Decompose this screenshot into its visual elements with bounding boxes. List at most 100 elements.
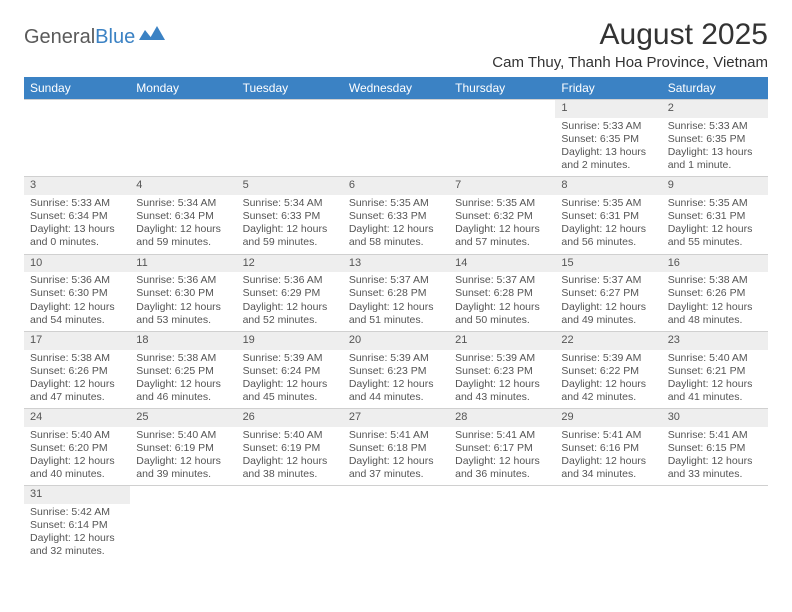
day-number: 16 <box>662 255 768 273</box>
calendar-day-cell: 27Sunrise: 5:41 AMSunset: 6:18 PMDayligh… <box>343 409 449 486</box>
sunrise-text: Sunrise: 5:41 AM <box>561 429 655 442</box>
sunrise-text: Sunrise: 5:36 AM <box>30 274 124 287</box>
sunset-text: Sunset: 6:26 PM <box>668 287 762 300</box>
calendar-day-cell: 1Sunrise: 5:33 AMSunset: 6:35 PMDaylight… <box>555 100 661 177</box>
calendar-day-cell: 19Sunrise: 5:39 AMSunset: 6:24 PMDayligh… <box>237 331 343 408</box>
calendar-day-cell: 24Sunrise: 5:40 AMSunset: 6:20 PMDayligh… <box>24 409 130 486</box>
daylight-text: Daylight: 12 hours and 44 minutes. <box>349 378 443 404</box>
daylight-text: Daylight: 12 hours and 58 minutes. <box>349 223 443 249</box>
calendar-day-cell: 25Sunrise: 5:40 AMSunset: 6:19 PMDayligh… <box>130 409 236 486</box>
day-number: 23 <box>662 332 768 350</box>
calendar-day-cell: 6Sunrise: 5:35 AMSunset: 6:33 PMDaylight… <box>343 177 449 254</box>
calendar-day-cell: 15Sunrise: 5:37 AMSunset: 6:27 PMDayligh… <box>555 254 661 331</box>
calendar-day-cell: 17Sunrise: 5:38 AMSunset: 6:26 PMDayligh… <box>24 331 130 408</box>
day-number: 6 <box>343 177 449 195</box>
sunset-text: Sunset: 6:14 PM <box>30 519 124 532</box>
calendar-day-cell <box>237 100 343 177</box>
day-number: 29 <box>555 409 661 427</box>
day-body: Sunrise: 5:39 AMSunset: 6:23 PMDaylight:… <box>343 350 449 409</box>
sunset-text: Sunset: 6:27 PM <box>561 287 655 300</box>
day-body: Sunrise: 5:40 AMSunset: 6:19 PMDaylight:… <box>237 427 343 486</box>
sunrise-text: Sunrise: 5:38 AM <box>30 352 124 365</box>
sunset-text: Sunset: 6:30 PM <box>30 287 124 300</box>
sunset-text: Sunset: 6:35 PM <box>561 133 655 146</box>
day-body: Sunrise: 5:38 AMSunset: 6:25 PMDaylight:… <box>130 350 236 409</box>
daylight-text: Daylight: 12 hours and 40 minutes. <box>30 455 124 481</box>
day-number: 27 <box>343 409 449 427</box>
day-number: 25 <box>130 409 236 427</box>
calendar-day-cell <box>24 100 130 177</box>
sunset-text: Sunset: 6:20 PM <box>30 442 124 455</box>
sunset-text: Sunset: 6:19 PM <box>243 442 337 455</box>
sunrise-text: Sunrise: 5:41 AM <box>455 429 549 442</box>
daylight-text: Daylight: 12 hours and 36 minutes. <box>455 455 549 481</box>
sunrise-text: Sunrise: 5:36 AM <box>243 274 337 287</box>
calendar-week-row: 1Sunrise: 5:33 AMSunset: 6:35 PMDaylight… <box>24 100 768 177</box>
sunset-text: Sunset: 6:23 PM <box>455 365 549 378</box>
daylight-text: Daylight: 12 hours and 47 minutes. <box>30 378 124 404</box>
sunset-text: Sunset: 6:16 PM <box>561 442 655 455</box>
calendar-day-cell: 14Sunrise: 5:37 AMSunset: 6:28 PMDayligh… <box>449 254 555 331</box>
weekday-header: Tuesday <box>237 77 343 100</box>
daylight-text: Daylight: 13 hours and 0 minutes. <box>30 223 124 249</box>
calendar-day-cell <box>449 486 555 563</box>
day-body: Sunrise: 5:38 AMSunset: 6:26 PMDaylight:… <box>24 350 130 409</box>
title-block: August 2025 Cam Thuy, Thanh Hoa Province… <box>492 18 768 71</box>
daylight-text: Daylight: 13 hours and 2 minutes. <box>561 146 655 172</box>
calendar-day-cell: 22Sunrise: 5:39 AMSunset: 6:22 PMDayligh… <box>555 331 661 408</box>
calendar-day-cell <box>662 486 768 563</box>
day-body: Sunrise: 5:33 AMSunset: 6:34 PMDaylight:… <box>24 195 130 254</box>
day-number: 19 <box>237 332 343 350</box>
day-body: Sunrise: 5:39 AMSunset: 6:23 PMDaylight:… <box>449 350 555 409</box>
calendar-day-cell: 7Sunrise: 5:35 AMSunset: 6:32 PMDaylight… <box>449 177 555 254</box>
sunset-text: Sunset: 6:32 PM <box>455 210 549 223</box>
sunset-text: Sunset: 6:28 PM <box>349 287 443 300</box>
sunset-text: Sunset: 6:25 PM <box>136 365 230 378</box>
sunrise-text: Sunrise: 5:38 AM <box>668 274 762 287</box>
sunset-text: Sunset: 6:26 PM <box>30 365 124 378</box>
day-body: Sunrise: 5:33 AMSunset: 6:35 PMDaylight:… <box>555 118 661 177</box>
day-number: 2 <box>662 100 768 118</box>
sunset-text: Sunset: 6:15 PM <box>668 442 762 455</box>
sunset-text: Sunset: 6:29 PM <box>243 287 337 300</box>
daylight-text: Daylight: 12 hours and 52 minutes. <box>243 301 337 327</box>
day-body: Sunrise: 5:36 AMSunset: 6:30 PMDaylight:… <box>24 272 130 331</box>
day-number: 22 <box>555 332 661 350</box>
day-number: 1 <box>555 100 661 118</box>
calendar-day-cell <box>343 486 449 563</box>
daylight-text: Daylight: 13 hours and 1 minute. <box>668 146 762 172</box>
daylight-text: Daylight: 12 hours and 33 minutes. <box>668 455 762 481</box>
flag-icon <box>139 26 165 49</box>
sunset-text: Sunset: 6:33 PM <box>349 210 443 223</box>
daylight-text: Daylight: 12 hours and 49 minutes. <box>561 301 655 327</box>
daylight-text: Daylight: 12 hours and 59 minutes. <box>243 223 337 249</box>
sunset-text: Sunset: 6:28 PM <box>455 287 549 300</box>
header: GeneralBlue August 2025 Cam Thuy, Thanh … <box>24 18 768 71</box>
day-body: Sunrise: 5:35 AMSunset: 6:31 PMDaylight:… <box>555 195 661 254</box>
day-number: 14 <box>449 255 555 273</box>
day-number: 4 <box>130 177 236 195</box>
sunrise-text: Sunrise: 5:35 AM <box>561 197 655 210</box>
weekday-header: Monday <box>130 77 236 100</box>
day-body: Sunrise: 5:35 AMSunset: 6:33 PMDaylight:… <box>343 195 449 254</box>
daylight-text: Daylight: 12 hours and 38 minutes. <box>243 455 337 481</box>
weekday-header-row: SundayMondayTuesdayWednesdayThursdayFrid… <box>24 77 768 100</box>
sunset-text: Sunset: 6:34 PM <box>136 210 230 223</box>
day-number: 8 <box>555 177 661 195</box>
sunrise-text: Sunrise: 5:34 AM <box>136 197 230 210</box>
day-number: 7 <box>449 177 555 195</box>
sunset-text: Sunset: 6:24 PM <box>243 365 337 378</box>
daylight-text: Daylight: 12 hours and 53 minutes. <box>136 301 230 327</box>
calendar-day-cell: 16Sunrise: 5:38 AMSunset: 6:26 PMDayligh… <box>662 254 768 331</box>
calendar-day-cell: 9Sunrise: 5:35 AMSunset: 6:31 PMDaylight… <box>662 177 768 254</box>
day-number: 30 <box>662 409 768 427</box>
day-body: Sunrise: 5:36 AMSunset: 6:30 PMDaylight:… <box>130 272 236 331</box>
sunset-text: Sunset: 6:22 PM <box>561 365 655 378</box>
sunset-text: Sunset: 6:31 PM <box>561 210 655 223</box>
sunrise-text: Sunrise: 5:37 AM <box>561 274 655 287</box>
sunrise-text: Sunrise: 5:36 AM <box>136 274 230 287</box>
weekday-header: Sunday <box>24 77 130 100</box>
day-body: Sunrise: 5:39 AMSunset: 6:22 PMDaylight:… <box>555 350 661 409</box>
day-body: Sunrise: 5:41 AMSunset: 6:18 PMDaylight:… <box>343 427 449 486</box>
weekday-header: Wednesday <box>343 77 449 100</box>
